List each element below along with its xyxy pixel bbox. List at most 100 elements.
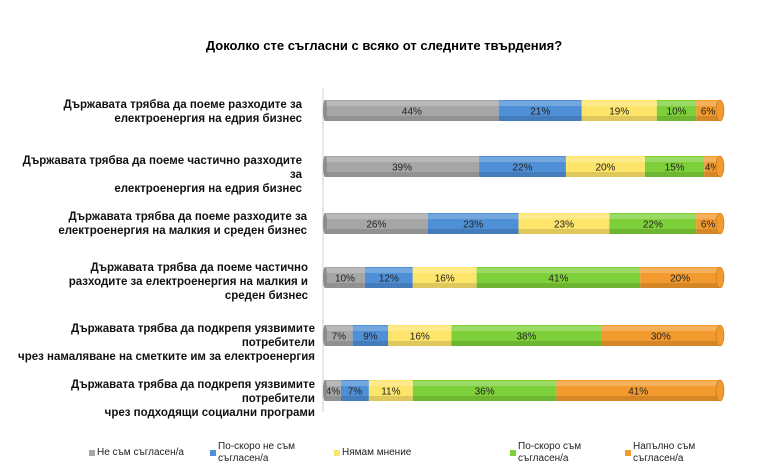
bar-shade [518,229,610,234]
data-label: 41% [628,387,648,398]
bar-start-cap [323,325,327,346]
legend-label-line: Не съм съгласен/а [97,447,184,458]
bar-shade [325,116,499,121]
bar-highlight [556,381,720,386]
bar-highlight [640,268,720,273]
legend-label-line: съгласен/а [218,453,269,464]
data-label: 4% [705,163,720,174]
bar-shade [704,172,720,177]
data-label: 10% [667,107,687,118]
bar-segment [325,213,428,234]
bar-segment [368,380,413,401]
bar-end-cap [715,99,725,122]
data-label: 39% [392,163,412,174]
bar-highlight [427,214,519,219]
bar-segment [696,213,720,234]
data-label: 9% [363,332,378,343]
category-label-line: Държавата трябва да поеме разходите за [63,99,302,111]
data-label: 36% [475,387,495,398]
data-label: 20% [670,274,690,285]
bar-highlight [498,101,582,106]
legend-label: Не съм съгласен/а [97,447,184,459]
data-label: 21% [530,107,550,118]
category-label-line: Държавата трябва да поеме разходите за [68,211,307,223]
data-label: 16% [410,332,430,343]
bar-highlight [368,381,413,386]
bar-shade [325,229,428,234]
legend-label-line: съгласен/а [633,453,684,464]
legend-swatch [334,450,340,456]
legend-swatch [510,450,516,456]
bar-shade [325,172,480,177]
data-label: 15% [665,163,685,174]
legend-swatch [89,450,95,456]
bar-end-cap [715,379,725,402]
bar-segment [556,380,720,401]
category-label-line: Държавата трябва да подкрепя уязвимите п… [71,379,315,405]
bar-highlight [518,214,610,219]
category-label: Държавата трябва да подкрепя уязвимите п… [5,322,315,364]
bar-shade [601,341,720,346]
bar-shade [352,341,389,346]
category-label-line: разходите за електроенергия на малкия и [68,276,308,288]
bar-segment [427,213,519,234]
bar-segment [476,267,641,288]
bar-highlight [656,101,697,106]
bar-shade [498,116,582,121]
chart-title: Доколко сте съгласни с всяко от следните… [205,38,563,53]
bar-shade [556,396,720,401]
bar-highlight [325,157,480,162]
bar-highlight [352,326,389,331]
bar-highlight [696,214,720,219]
bar-highlight [581,101,657,106]
bar-shade [412,283,477,288]
bar-segment [364,267,413,288]
bar-shade [696,229,720,234]
legend-label: Напълно съм съгласен/а [633,441,695,465]
bar-segment [325,156,480,177]
data-label: 7% [348,387,363,398]
data-label: 23% [463,220,483,231]
bar-shade [325,396,341,401]
category-label-line: чрез намаляване на сметките им за електр… [18,351,315,363]
bar-shade [412,396,557,401]
bar-shade [696,116,720,121]
data-label: 30% [651,332,671,343]
bar-segment [565,156,645,177]
data-label: 22% [643,220,663,231]
bar-shade [656,116,697,121]
bar-shade [364,283,413,288]
legend-label-line: По-скоро съм [518,441,582,452]
bar-segment [498,100,582,121]
bar-segment [412,380,557,401]
data-label: 6% [701,107,716,118]
bar-shade [325,341,353,346]
bar-shade [325,283,365,288]
bar-highlight [451,326,602,331]
data-label: 41% [548,274,568,285]
category-label-line: Държавата трябва да поеме частично [90,262,308,274]
bar-shade [479,172,566,177]
bar-start-cap [323,380,327,401]
data-label: 12% [379,274,399,285]
bar-shade [565,172,645,177]
bar-highlight [609,214,697,219]
bar-highlight [325,214,428,219]
bar-segment [644,156,705,177]
bar-segment [479,156,566,177]
bar-segment [388,325,452,346]
bar-segment [696,100,720,121]
bar-highlight [479,157,566,162]
data-label: 19% [609,107,629,118]
category-label-line: среден бизнес [224,290,308,302]
bar-highlight [325,326,353,331]
category-label-line: електроенергия на едрия бизнес [114,113,302,125]
bar-segment [609,213,697,234]
bar-start-cap [323,156,327,177]
bar-segment [325,267,365,288]
category-label-line: чрез подходящи социални програми [104,407,315,419]
data-label: 38% [516,332,536,343]
category-label-line: електроенергия на едрия бизнес [114,183,302,195]
bar-shade [427,229,519,234]
